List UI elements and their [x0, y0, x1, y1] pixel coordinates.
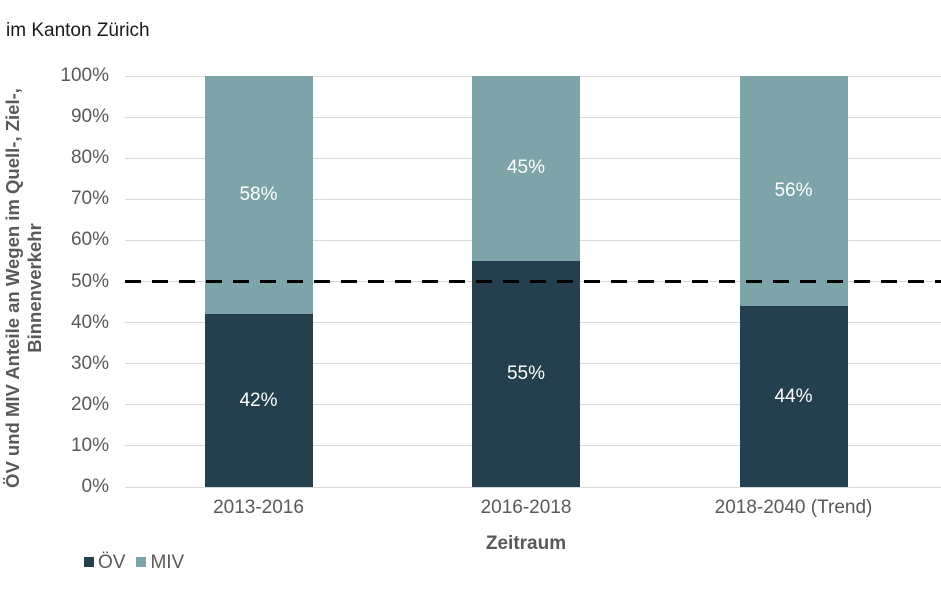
y-tick-label-100: 100%	[60, 65, 109, 86]
data-label-2018-2040 (Trend)-ÖV: 44%	[774, 385, 813, 407]
legend: ÖV MIV	[84, 553, 184, 572]
bar-2016-2018-ÖV	[472, 260, 580, 487]
bar-2013-2016-ÖV	[204, 314, 313, 487]
y-tick-label-90: 90%	[70, 106, 109, 128]
legend-item-ÖV: ÖV	[84, 553, 125, 572]
y-tick-label-0: 0%	[81, 476, 109, 497]
y-tick-label-40: 40%	[70, 311, 109, 333]
x-tick-label-2013-2016: 2013-2016	[213, 497, 304, 518]
x-tick-label-2018-2040 (Trend): 2018-2040 (Trend)	[714, 497, 873, 518]
legend-label-MIV: MIV	[150, 551, 185, 573]
y-tick-label-60: 60%	[70, 229, 109, 251]
data-label-2013-2016-ÖV: 42%	[239, 389, 278, 411]
bar-2013-2016-MIV	[204, 76, 313, 315]
y-tick-label-70: 70%	[70, 188, 109, 210]
y-tick-label-10: 10%	[70, 434, 109, 456]
data-label-2018-2040 (Trend)-MIV: 56%	[774, 180, 813, 202]
gridline-0	[125, 486, 941, 488]
legend-label-ÖV: ÖV	[98, 551, 126, 573]
legend-swatch-MIV	[136, 557, 147, 567]
y-tick-label-20: 20%	[70, 393, 109, 415]
x-tick-label-2016-2018: 2016-2018	[480, 497, 572, 518]
reference-line-50pct	[125, 280, 941, 283]
data-label-2013-2016-MIV: 58%	[239, 184, 278, 206]
data-label-2016-2018-ÖV: 55%	[506, 362, 546, 384]
y-tick-label-30: 30%	[70, 352, 109, 374]
bar-2016-2018-MIV	[472, 76, 580, 261]
chart-title: im Kanton Zürich	[6, 20, 150, 41]
data-label-2016-2018-MIV: 45%	[506, 157, 546, 179]
x-axis-title: Zeitraum	[485, 533, 567, 554]
legend-item-MIV: MIV	[136, 553, 184, 572]
legend-swatch-ÖV	[84, 557, 94, 567]
bar-2018-2040 (Trend)-MIV	[739, 76, 848, 307]
bar-2018-2040 (Trend)-ÖV	[739, 306, 848, 487]
y-tick-label-80: 80%	[70, 147, 109, 169]
y-tick-label-50: 50%	[70, 270, 109, 292]
